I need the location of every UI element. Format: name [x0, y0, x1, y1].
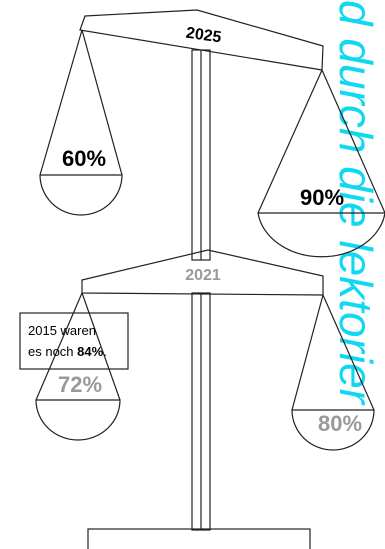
note-line: 2015 waren — [28, 323, 96, 338]
pan — [39, 174, 123, 216]
side-text: d durch die lektorier — [330, 0, 382, 406]
scale-2021: 2021 72% 80% — [35, 249, 375, 549]
note-bold: 84% — [77, 344, 103, 359]
note-text: . — [103, 344, 107, 359]
value-label: 60% — [62, 146, 106, 171]
scale-2025: 2025 60% 90% — [39, 9, 385, 261]
year-label: 2025 — [185, 25, 223, 47]
value-label: 72% — [58, 372, 102, 397]
note-text: es noch — [28, 344, 77, 359]
note: 2015 waren es noch 84%. — [19, 312, 129, 370]
strings — [291, 294, 375, 411]
note-line: es noch 84%. — [28, 344, 107, 359]
note-box — [19, 312, 129, 370]
year-label: 2021 — [185, 267, 221, 284]
pan — [257, 212, 385, 258]
value-label: 80% — [318, 411, 362, 436]
pan — [35, 399, 121, 441]
base — [87, 528, 311, 549]
strings — [39, 29, 123, 176]
value-label: 90% — [300, 185, 344, 210]
strings — [257, 69, 385, 214]
strings — [35, 292, 121, 401]
beam — [81, 249, 324, 296]
pan — [291, 409, 375, 451]
beam — [79, 9, 324, 71]
